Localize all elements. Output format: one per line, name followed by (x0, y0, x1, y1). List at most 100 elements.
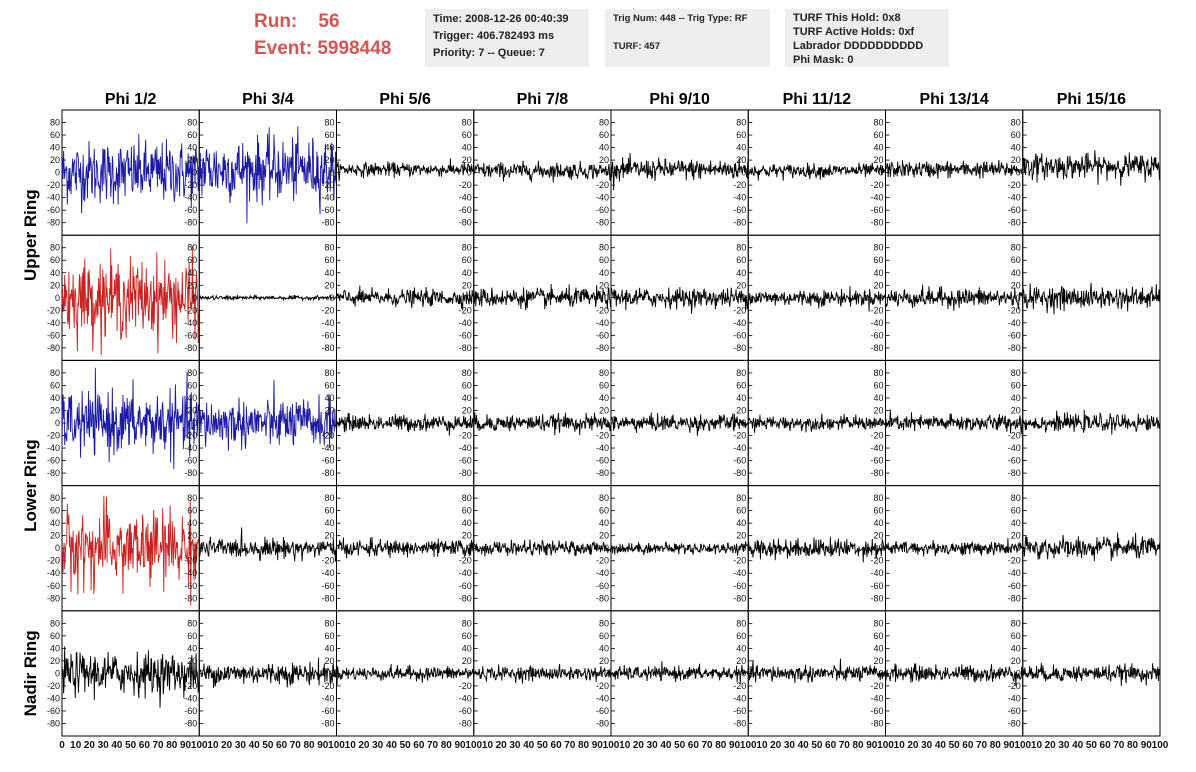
ytick-label-r3-c7: 0 (878, 418, 883, 428)
xtick-label-c6-50: 50 (811, 740, 823, 751)
ytick-label-r5-c8: -20 (1008, 681, 1021, 691)
ytick-label-r5-c4: 0 (467, 668, 472, 678)
ytick-label-r5-c8: -60 (1008, 706, 1021, 716)
ytick-label-r2-c6: -80 (733, 343, 746, 353)
ytick-label-r5-c3: -20 (321, 681, 334, 691)
ytick-label-r2-c3: -40 (321, 318, 334, 328)
turf-hold-text: TURF This Hold: 0x8 (793, 12, 901, 24)
ytick-label-r5-c5: -40 (596, 693, 609, 703)
waveform-r5-c3 (336, 663, 475, 686)
ytick-label-r1-c5: -20 (596, 180, 609, 190)
ytick-label-r5-c2: 20 (187, 656, 197, 666)
waveform-r1-c6 (747, 162, 886, 181)
turf-info-box: TURF This Hold: 0x8 TURF Active Holds: 0… (785, 9, 949, 67)
ytick-label-r1-c7: 0 (878, 168, 883, 178)
ytick-label-r4-c1: -80 (47, 593, 60, 603)
xtick-label-c8-100: 100 (1152, 740, 1169, 751)
ytick-label-r3-c3: 0 (329, 418, 334, 428)
xtick-label-c1-80: 80 (166, 740, 178, 751)
ytick-label-r2-c7: -40 (870, 318, 883, 328)
ytick-label-r1-c3: -60 (321, 205, 334, 215)
ytick-label-r4-c5: 60 (599, 506, 609, 516)
ytick-label-r3-c6: -80 (733, 468, 746, 478)
ytick-label-r5-c4: -60 (459, 706, 472, 716)
ytick-label-r3-c4: 40 (462, 393, 472, 403)
waveform-r5-c1 (61, 646, 200, 708)
xtick-label-c8-30: 30 (1058, 740, 1070, 751)
ytick-label-r3-c1: 80 (50, 368, 60, 378)
xtick-label-c7-10: 10 (894, 740, 906, 751)
ytick-label-r5-c7: -40 (870, 693, 883, 703)
ytick-label-r5-c1: -40 (47, 693, 60, 703)
xtick-label-c6-10: 10 (756, 740, 768, 751)
ytick-label-r4-c7: -20 (870, 556, 883, 566)
ytick-label-r5-c1: 40 (50, 643, 60, 653)
xtick-label-c5-90: 90 (729, 740, 741, 751)
ytick-label-r2-c7: 20 (873, 280, 883, 290)
ytick-label-r4-c8: -20 (1008, 556, 1021, 566)
ytick-label-r3-c7: -60 (870, 456, 883, 466)
ytick-label-r5-c7: 0 (878, 668, 883, 678)
ytick-label-r3-c2: -20 (184, 431, 197, 441)
ytick-label-r5-c6: 60 (736, 631, 746, 641)
ytick-label-r3-c6: 0 (741, 418, 746, 428)
ytick-label-r1-c8: -20 (1008, 180, 1021, 190)
ytick-label-r3-c5: 60 (599, 380, 609, 390)
ytick-label-r3-c8: 20 (1011, 405, 1021, 415)
xtick-label-c4-40: 40 (523, 740, 535, 751)
xtick-label-c4-70: 70 (564, 740, 576, 751)
xtick-label-c1-90: 90 (180, 740, 192, 751)
ytick-label-r1-c2: -20 (184, 180, 197, 190)
column-header-8: Phi 15/16 (1057, 91, 1126, 108)
ytick-label-r1-c7: -20 (870, 180, 883, 190)
ytick-label-r1-c3: -80 (321, 218, 334, 228)
ytick-label-r5-c6: 20 (736, 656, 746, 666)
ytick-label-r1-c3: 0 (329, 168, 334, 178)
ytick-label-r4-c8: -60 (1008, 581, 1021, 591)
column-header-1: Phi 1/2 (105, 91, 157, 108)
xtick-label-c7-50: 50 (949, 740, 961, 751)
ytick-label-r5-c4: 20 (462, 656, 472, 666)
ytick-label-r5-c5: 0 (604, 668, 609, 678)
ytick-label-r4-c1: 60 (50, 506, 60, 516)
ytick-label-r2-c6: 20 (736, 280, 746, 290)
ytick-label-r5-c5: 60 (599, 631, 609, 641)
xtick-label-c1-0: 0 (59, 740, 65, 751)
ytick-label-r3-c4: -60 (459, 456, 472, 466)
ytick-label-r4-c7: 80 (873, 493, 883, 503)
xtick-label-c6-30: 30 (784, 740, 796, 751)
waveform-r5-c7 (885, 663, 1024, 687)
panel-frame-r1-c7 (885, 109, 1024, 236)
ytick-label-r5-c1: -60 (47, 706, 60, 716)
ytick-label-r2-c6: -20 (733, 305, 746, 315)
xtick-label-c2-50: 50 (262, 740, 274, 751)
ytick-label-r1-c8: 40 (1011, 143, 1021, 153)
xtick-label-c3-20: 20 (358, 740, 370, 751)
xtick-label-c8-10: 10 (1031, 740, 1043, 751)
ytick-label-r1-c8: -80 (1008, 218, 1021, 228)
xtick-label-c5-20: 20 (633, 740, 645, 751)
ytick-label-r2-c4: -80 (459, 343, 472, 353)
ytick-label-r1-c5: 60 (599, 130, 609, 140)
ytick-label-r4-c6: -40 (733, 568, 746, 578)
ytick-label-r1-c6: -20 (733, 180, 746, 190)
ytick-label-r1-c7: -40 (870, 193, 883, 203)
xtick-label-c2-30: 30 (235, 740, 247, 751)
ytick-label-r2-c3: 60 (324, 255, 334, 265)
ytick-label-r4-c4: -20 (459, 556, 472, 566)
ytick-label-r1-c5: -40 (596, 193, 609, 203)
ytick-label-r3-c2: 0 (192, 418, 197, 428)
ytick-label-r1-c8: 80 (1011, 118, 1021, 128)
run-value: 56 (318, 11, 340, 32)
ytick-label-r2-c3: 20 (324, 280, 334, 290)
ytick-label-r2-c6: -60 (733, 330, 746, 340)
ytick-label-r5-c7: 80 (873, 618, 883, 628)
ytick-label-r4-c6: 80 (736, 493, 746, 503)
ytick-label-r3-c1: -40 (47, 443, 60, 453)
ytick-label-r2-c2: 80 (187, 243, 197, 253)
ytick-label-r2-c5: -80 (596, 343, 609, 353)
ytick-label-r1-c5: -80 (596, 218, 609, 228)
ytick-label-r3-c2: -80 (184, 468, 197, 478)
ytick-label-r2-c6: 60 (736, 255, 746, 265)
ytick-label-r4-c2: -60 (184, 581, 197, 591)
